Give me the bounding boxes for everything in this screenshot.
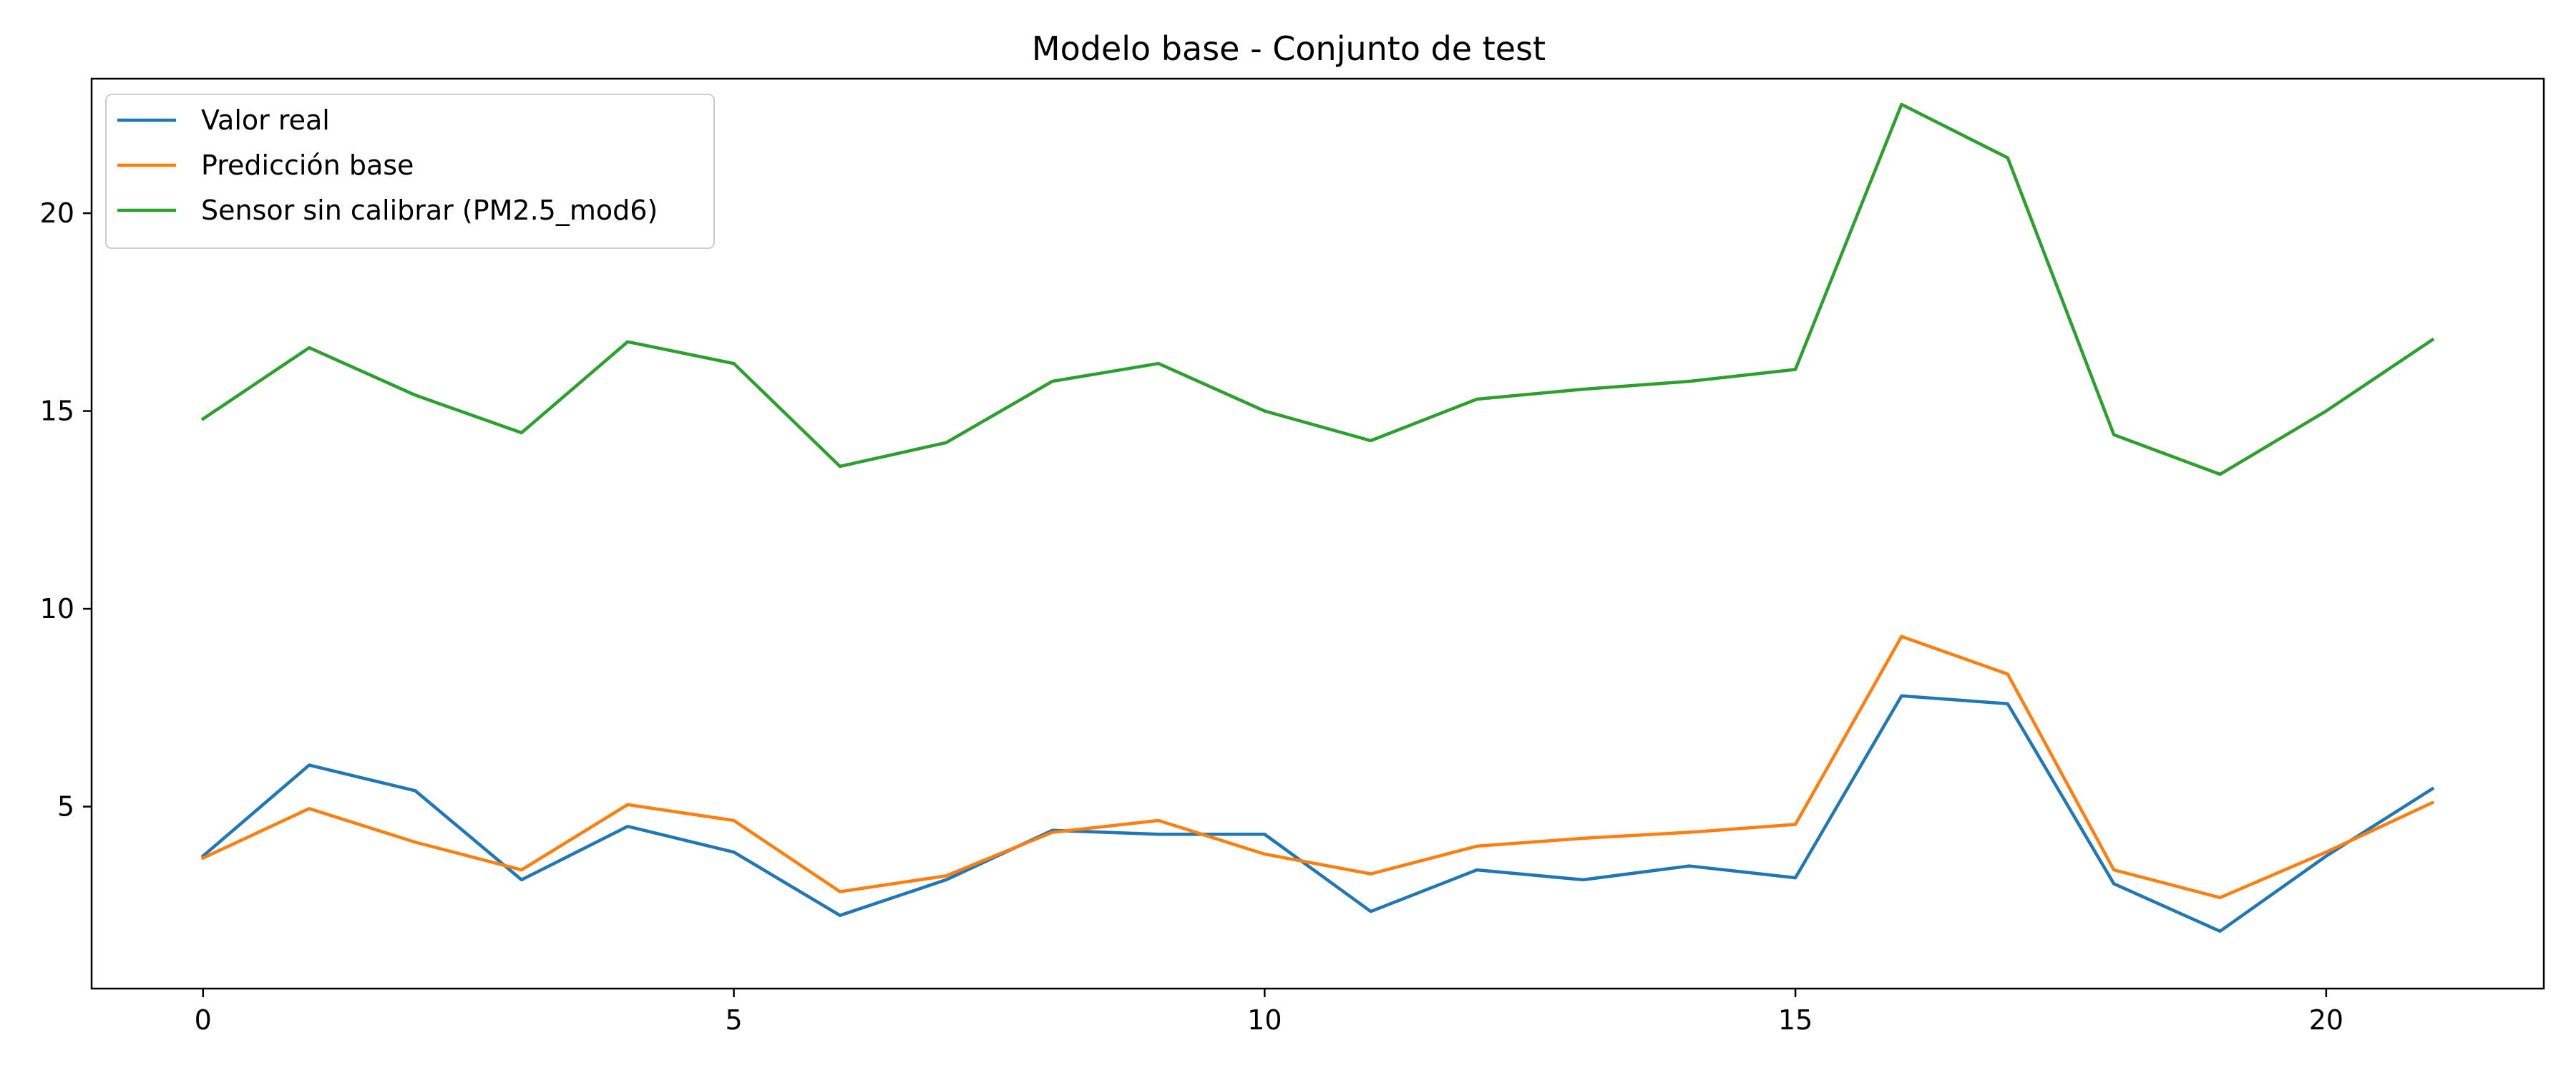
chart-title: Modelo base - Conjunto de test bbox=[1032, 29, 1546, 68]
x-tick-label: 15 bbox=[1778, 1004, 1813, 1036]
plot-area: 0 5 10 15 20 5 10 15 20 bbox=[40, 77, 2545, 1036]
series-line-3 bbox=[200, 102, 2435, 476]
axes-frame bbox=[90, 77, 2545, 990]
y-tick-label: 5 bbox=[57, 791, 74, 823]
x-tick-label: 5 bbox=[725, 1004, 742, 1036]
y-tick-label: 10 bbox=[40, 593, 74, 624]
y-tick-label: 20 bbox=[40, 197, 74, 229]
legend-label-2: Predicción base bbox=[201, 150, 414, 181]
legend: Valor real Predicción base Sensor sin cali… bbox=[105, 94, 715, 249]
legend-label-1: Valor real bbox=[201, 104, 330, 136]
y-tick-label: 15 bbox=[40, 396, 74, 427]
legend-label-3: Sensor sin calibrar (PM2.5_mod6) bbox=[201, 195, 658, 226]
x-tick-label: 20 bbox=[2309, 1004, 2343, 1036]
series-line-2 bbox=[200, 635, 2435, 900]
legend-box bbox=[105, 94, 715, 249]
x-tick-label: 10 bbox=[1247, 1004, 1282, 1036]
x-tick-label: 0 bbox=[195, 1004, 212, 1036]
series-line-1 bbox=[200, 694, 2435, 934]
